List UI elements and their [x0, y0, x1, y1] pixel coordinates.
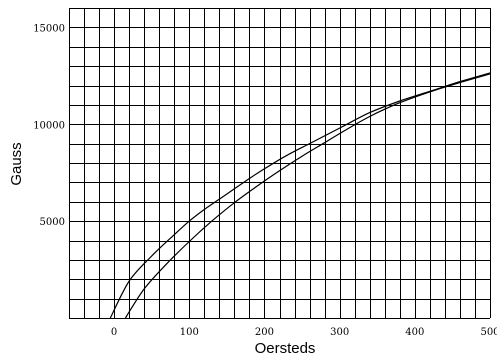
y-axis-label: Gauss: [8, 142, 25, 185]
series-line-2: [124, 73, 491, 319]
x-tick-label: 400: [405, 327, 424, 338]
x-tick-label: 500: [480, 327, 497, 338]
series-line-1: [109, 72, 491, 319]
x-tick-label: 0: [111, 327, 117, 338]
y-tick-label: 10000: [33, 120, 65, 131]
grid: [69, 8, 491, 319]
x-tick-labels: 0 100 200 300 400 500: [111, 327, 497, 338]
x-axis-label: Oersteds: [255, 340, 316, 357]
x-tick-label: 300: [330, 327, 349, 338]
y-tick-label: 5000: [40, 217, 65, 228]
x-tick-label: 200: [255, 327, 274, 338]
x-tick-label: 100: [180, 327, 199, 338]
y-tick-label: 15000: [33, 23, 65, 34]
y-tick-labels: 5000 10000 15000: [33, 23, 65, 228]
curves: [109, 72, 491, 319]
